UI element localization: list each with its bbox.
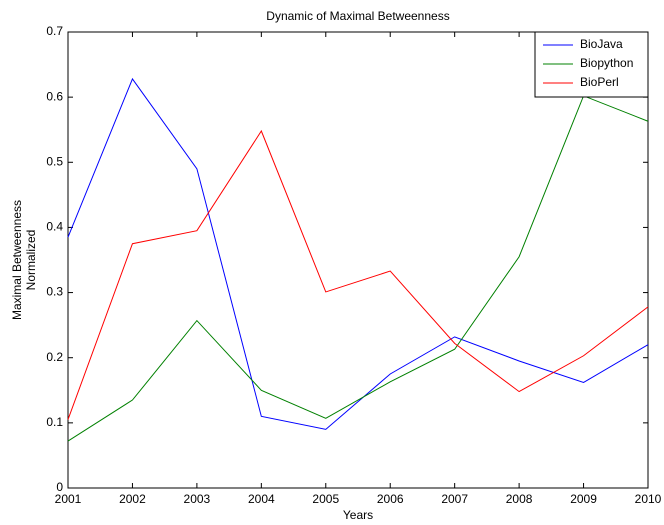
y-tick-label: 0.4 — [46, 220, 63, 234]
x-tick-label: 2001 — [55, 492, 82, 506]
legend-label: Biopython — [580, 56, 633, 70]
x-tick-label: 2004 — [248, 492, 275, 506]
chart-title: Dynamic of Maximal Betweenness — [266, 9, 449, 23]
x-tick-label: 2010 — [635, 492, 662, 506]
plot-area — [67, 31, 649, 489]
x-axis-label: Years — [343, 508, 373, 522]
x-tick-label: 2007 — [441, 492, 468, 506]
line — [67, 129, 649, 420]
y-tick-label: 0.2 — [46, 350, 63, 364]
x-tick-label: 2006 — [377, 492, 404, 506]
y-tick-label: 0.5 — [46, 154, 63, 168]
y-tick-label: 0.3 — [46, 285, 63, 299]
y-tick-label: 0.6 — [46, 89, 63, 103]
y-tick-label: 0.1 — [46, 415, 63, 429]
x-tick-label: 2008 — [506, 492, 533, 506]
y-tick-label: 0 — [56, 480, 63, 494]
legend-label: BioJava — [580, 37, 623, 51]
x-tick-label: 2002 — [119, 492, 146, 506]
line — [67, 77, 649, 430]
legend-label: BioPerl — [580, 75, 619, 89]
line — [67, 95, 649, 442]
y-tick-label: 0.7 — [46, 24, 63, 38]
x-tick-label: 2005 — [312, 492, 339, 506]
x-tick-label: 2003 — [184, 492, 211, 506]
y-axis-label: Maximal Betweenness — [10, 200, 24, 320]
y-axis-label: Normalized — [24, 230, 38, 291]
x-tick-label: 2009 — [570, 492, 597, 506]
